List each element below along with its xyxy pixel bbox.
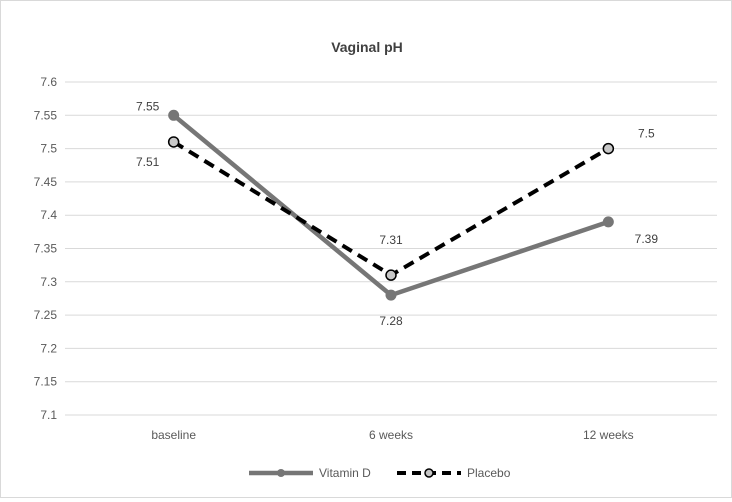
series-line-0 bbox=[172, 113, 610, 298]
chart-title: Vaginal pH bbox=[331, 39, 403, 55]
data-label: 7.28 bbox=[379, 314, 403, 328]
y-tick-label: 7.6 bbox=[40, 75, 57, 89]
data-point-0 bbox=[385, 289, 397, 301]
y-tick-label: 7.4 bbox=[40, 208, 57, 222]
y-tick-label: 7.15 bbox=[34, 375, 58, 389]
y-tick-label: 7.25 bbox=[34, 308, 58, 322]
data-point-0 bbox=[168, 109, 180, 121]
data-point-1 bbox=[602, 142, 615, 155]
x-tick-label: 12 weeks bbox=[583, 428, 634, 442]
series-line-1 bbox=[172, 140, 610, 278]
y-tick-label: 7.5 bbox=[40, 142, 57, 156]
x-tick-label: baseline bbox=[151, 428, 196, 442]
data-label: 7.55 bbox=[136, 99, 160, 113]
y-tick-label: 7.55 bbox=[34, 108, 58, 122]
legend-label: Vitamin D bbox=[319, 466, 371, 480]
y-tick-label: 7.35 bbox=[34, 242, 58, 256]
y-tick-label: 7.1 bbox=[40, 408, 57, 422]
legend-marker bbox=[277, 469, 285, 477]
legend-marker bbox=[424, 468, 434, 478]
legend-label: Placebo bbox=[467, 466, 511, 480]
y-tick-label: 7.2 bbox=[40, 341, 57, 355]
data-point-1 bbox=[167, 136, 180, 148]
y-tick-label: 7.45 bbox=[34, 175, 58, 189]
data-point-1 bbox=[385, 269, 397, 281]
data-label: 7.39 bbox=[635, 232, 659, 246]
y-tick-label: 7.3 bbox=[40, 275, 57, 289]
x-tick-label: 6 weeks bbox=[369, 428, 413, 442]
data-label: 7.31 bbox=[379, 233, 403, 247]
data-label: 7.51 bbox=[136, 155, 160, 169]
data-label: 7.5 bbox=[638, 127, 655, 141]
data-point-0 bbox=[602, 216, 614, 228]
